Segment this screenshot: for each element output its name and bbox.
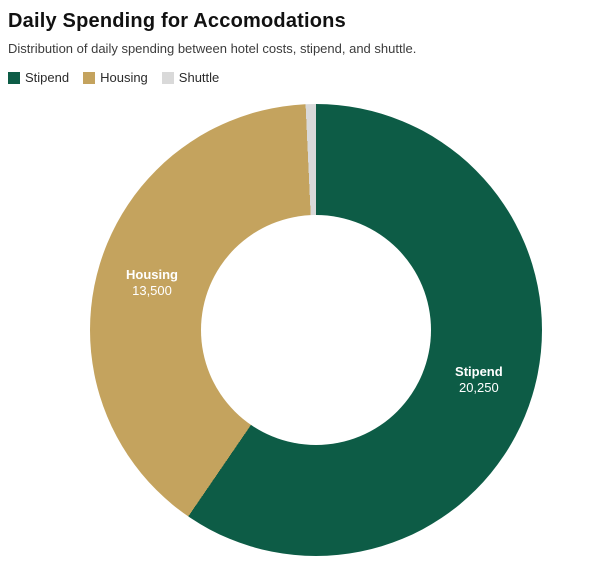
chart-title: Daily Spending for Accomodations [8,10,346,32]
donut-hole [201,215,431,445]
donut-chart-area: Stipend 20,250 Housing 13,500 [90,104,542,556]
legend-swatch-shuttle [161,71,174,84]
legend-item-shuttle[interactable]: Shuttle [161,70,220,85]
legend-label: Stipend [25,70,70,85]
legend-swatch-stipend [8,71,20,84]
legend-label: Housing [100,70,148,85]
legend-item-housing[interactable]: Housing [83,70,148,85]
legend: Stipend Housing Shuttle [8,70,611,85]
legend-swatch-housing [83,71,96,84]
chart-subtitle: Distribution of daily spending between h… [8,41,417,56]
legend-item-stipend[interactable]: Stipend [8,70,69,85]
legend-label: Shuttle [178,70,220,85]
